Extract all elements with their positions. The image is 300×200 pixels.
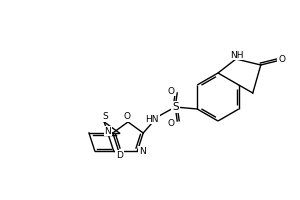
Text: O: O	[168, 118, 175, 128]
Text: O: O	[124, 112, 130, 121]
Text: NH: NH	[230, 50, 244, 60]
Text: O: O	[278, 55, 285, 64]
Text: S: S	[172, 102, 178, 112]
Text: S: S	[102, 112, 108, 121]
Text: N: N	[139, 147, 146, 156]
Text: HN: HN	[146, 114, 159, 123]
Text: O: O	[168, 86, 175, 96]
Text: N: N	[104, 127, 111, 136]
Text: D: D	[116, 151, 123, 160]
